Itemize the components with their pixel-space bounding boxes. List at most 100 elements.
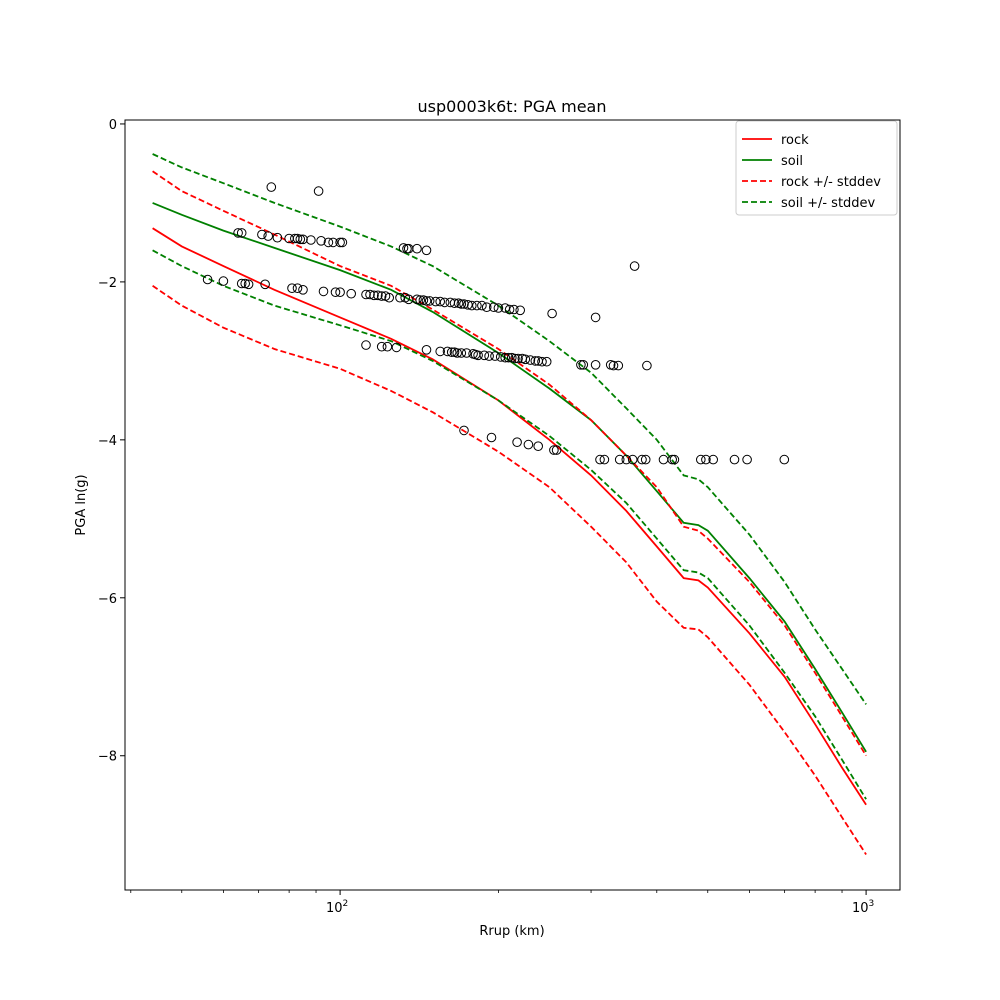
observation-point <box>490 351 500 361</box>
observation-point <box>456 348 467 358</box>
observation-point <box>398 243 409 253</box>
observation-point <box>421 245 432 256</box>
legend-box <box>735 120 898 216</box>
observation-point <box>376 341 387 352</box>
observation-point <box>637 454 647 465</box>
x-tick-exponent: 2 <box>343 899 349 909</box>
observation-point <box>295 234 306 245</box>
observation-point <box>590 312 601 323</box>
observation-point <box>669 454 680 465</box>
legend-label-soil: soil <box>781 154 803 169</box>
observation-point <box>435 346 446 357</box>
observation-point <box>493 303 504 313</box>
observation-point <box>613 360 624 371</box>
observation-point <box>551 445 562 455</box>
observation-point <box>523 439 534 450</box>
observation-point <box>382 341 393 352</box>
observation-point <box>449 298 460 309</box>
observation-point <box>236 228 247 238</box>
legend-label-rock-stddev: rock +/- stddev <box>781 175 881 190</box>
observation-point <box>530 356 541 366</box>
observation-point <box>621 454 632 465</box>
observation-point <box>369 290 379 301</box>
observation-point <box>742 454 752 465</box>
observation-point <box>473 350 483 361</box>
series-line-soil-stddev <box>152 249 867 800</box>
observation-point <box>424 296 435 306</box>
observation-point <box>533 441 544 452</box>
observation-point <box>549 445 559 455</box>
series-line-soil-stddev <box>152 153 867 705</box>
observation-point <box>236 278 247 289</box>
observation-point <box>512 437 522 448</box>
observation-point <box>608 360 619 371</box>
observation-point <box>481 302 492 313</box>
observation-point <box>667 454 678 465</box>
observation-point <box>442 346 453 357</box>
observation-point <box>421 296 432 306</box>
y-tick-label: −2 <box>98 276 117 291</box>
observation-point <box>365 289 375 300</box>
x-axis-label: Rrup (km) <box>479 924 544 939</box>
y-tick-label: 0 <box>109 118 117 133</box>
observation-point <box>486 432 497 443</box>
observation-point <box>233 228 243 238</box>
observation-point <box>456 299 467 309</box>
observation-point <box>629 261 640 271</box>
observation-point <box>391 342 402 353</box>
observation-point <box>335 237 345 248</box>
observation-point <box>452 348 463 358</box>
observation-point <box>459 299 469 309</box>
observation-point <box>323 237 334 248</box>
observation-point <box>330 287 341 298</box>
observation-point <box>337 237 348 248</box>
observation-point <box>306 235 316 245</box>
observation-point <box>708 454 719 465</box>
observation-point <box>298 285 308 295</box>
series-line-rock-stddev <box>152 285 867 855</box>
legend-entries: rock soil rock +/- stddev soil +/- stddev <box>742 133 881 211</box>
y-axis-label: PGA ln(g) <box>74 474 89 535</box>
observation-point <box>287 283 297 294</box>
observation-point <box>627 454 638 465</box>
observation-point <box>525 355 536 365</box>
observation-point <box>384 292 395 303</box>
observation-point <box>504 304 515 315</box>
y-tick-label: −6 <box>98 592 117 607</box>
observation-point <box>595 454 605 465</box>
observation-point <box>576 360 586 370</box>
y-tick-label: −8 <box>98 750 117 765</box>
observation-point <box>373 290 383 301</box>
observation-point <box>361 340 371 350</box>
chart-title: usp0003k6t: PGA mean <box>418 97 607 116</box>
observation-point <box>590 360 601 370</box>
series-line-rock <box>152 227 867 806</box>
observation-point <box>510 353 520 364</box>
legend-label-soil-stddev: soil +/- stddev <box>781 196 876 211</box>
plot-frame <box>124 119 901 891</box>
observation-point <box>328 237 338 248</box>
observation-point <box>484 351 494 361</box>
observation-point <box>257 229 267 240</box>
observation-point <box>640 454 651 465</box>
legend: rock soil rock +/- stddev soil +/- stddev <box>735 120 898 216</box>
observation-point <box>547 308 557 319</box>
observation-point <box>313 186 324 196</box>
observation-point <box>467 300 477 311</box>
y-tick-label: −4 <box>98 434 117 449</box>
observation-point <box>218 276 229 286</box>
observation-point <box>415 295 426 305</box>
observation-point <box>376 291 387 301</box>
observation-point <box>461 348 472 358</box>
observation-point <box>446 347 457 358</box>
x-tick-exponent: 3 <box>869 899 875 909</box>
observation-point <box>316 236 326 246</box>
observation-point <box>541 356 552 367</box>
observation-point <box>500 352 511 363</box>
legend-label-rock: rock <box>781 133 809 148</box>
observations-layer <box>202 182 790 465</box>
observation-point <box>642 360 652 371</box>
observation-point <box>537 356 547 367</box>
observation-point <box>263 231 274 241</box>
